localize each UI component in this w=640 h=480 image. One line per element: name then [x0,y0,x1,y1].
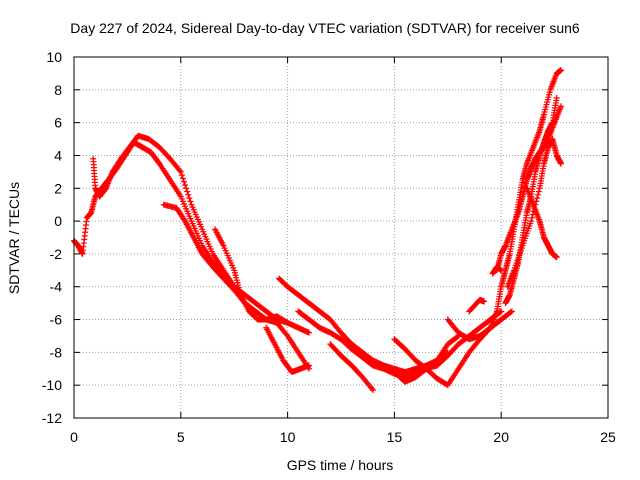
x-tick-label: 10 [280,429,296,445]
data-point [534,191,541,198]
data-point [454,333,461,340]
data-point [535,188,542,195]
data-point [305,329,312,336]
data-point [182,181,189,188]
x-axis-label: GPS time / hours [287,457,394,473]
series-track-8 [327,341,377,394]
y-tick-label: 8 [54,82,62,98]
data-point [507,309,514,316]
series-track-18 [489,264,505,277]
data-point [284,319,291,326]
data-point [181,178,188,185]
series-track-17 [523,185,560,261]
data-point [177,168,184,175]
data-point [185,191,192,198]
data-point [186,195,193,202]
x-tick-label: 15 [387,429,403,445]
data-point [497,309,504,316]
series-track-13 [487,67,565,331]
grid [74,57,608,418]
series-track-2 [90,132,248,307]
data-point [508,308,515,315]
chart-title: Day 227 of 2024, Sidereal Day-to-day VTE… [70,20,580,36]
data-point [178,172,185,179]
y-tick-label: 2 [54,180,62,196]
data-point [176,167,183,174]
y-tick-label: -8 [50,344,63,360]
data-point [558,103,565,110]
y-tick-label: -6 [50,312,63,328]
data-point [558,67,565,74]
data-point [528,214,535,221]
data-point [187,198,194,205]
x-tick-label: 25 [600,429,616,445]
x-tick-label: 5 [177,429,185,445]
data-point [558,160,565,167]
y-axis-label: SDTVAR / TECUs [6,182,22,294]
data-point [498,267,505,274]
data-point [497,317,504,324]
x-tick-label: 20 [493,429,509,445]
data-point [498,316,505,323]
data-point [183,185,190,192]
y-tick-label: 0 [54,213,62,229]
data-point [305,362,312,369]
y-tick-label: -2 [50,246,63,262]
series-track-11 [444,316,505,343]
y-tick-label: -12 [42,410,62,426]
data-point [528,218,535,225]
y-tick-label: -4 [50,279,63,295]
y-tick-label: 10 [46,49,62,65]
data-points [71,67,565,394]
series-track-16 [504,136,565,290]
data-point [283,319,290,326]
data-point [534,195,541,202]
x-tick-label: 0 [70,429,78,445]
data-point [553,254,560,261]
y-tick-label: 6 [54,115,62,131]
series-track-12 [466,296,488,315]
y-tick-label: -10 [42,377,62,393]
data-point [370,387,377,394]
data-point [553,95,560,102]
plot-frame [73,56,609,419]
series-track-4 [211,226,291,326]
data-point [179,175,186,182]
axis-ticks: 0 5 10 15 20 25 -12 -10 -8 -6 -4 -2 0 2 4 6 8 10 [42,49,616,445]
data-point [184,188,191,195]
data-point [481,298,488,305]
series-track-5 [263,324,312,376]
y-tick-label: 4 [54,147,62,163]
data-point [368,385,375,392]
